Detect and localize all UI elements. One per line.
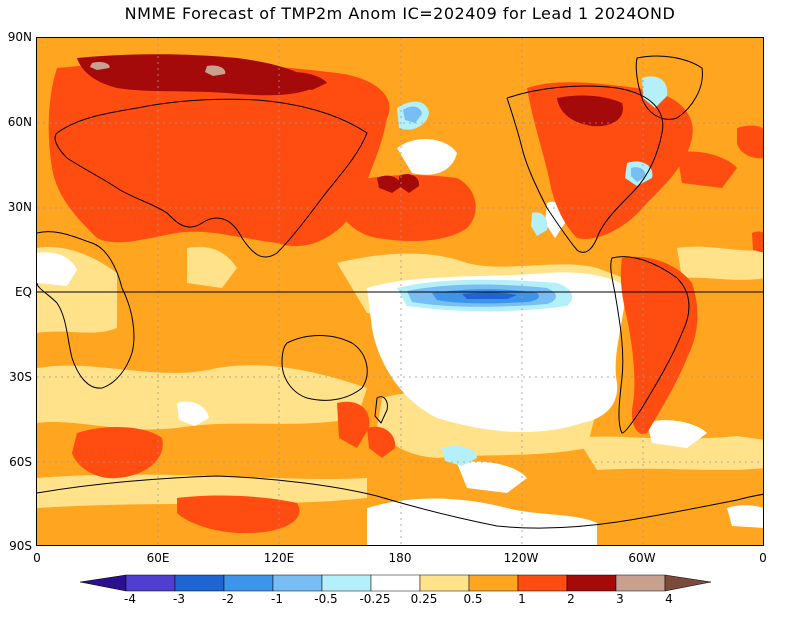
colorbar-segment-8 [468,574,519,592]
coastlines [37,55,763,529]
colorbar-label-4: 4 [665,592,673,606]
colorbar-segment-6 [370,574,421,592]
north-america-coastline [506,85,664,253]
colorbar-label-2: 2 [567,592,575,606]
eurasia-coastline [54,98,368,258]
south-america-coastline [610,256,690,434]
colorbar-label-0-25: 0.25 [410,592,438,606]
lat-label-30n: 30N [7,200,32,214]
lat-label-eq: EQ [14,285,32,299]
colorbar-label-neg1: -1 [271,592,283,606]
colorbar-segment-2 [174,574,225,592]
lat-label-60n: 60N [7,115,32,129]
colorbar-label-3: 3 [616,592,624,606]
colorbar-segment-5 [321,574,372,592]
anomaly-map [36,37,764,546]
colorbar-segment-10 [566,574,617,592]
anomaly-band-darkred [77,54,623,193]
colorbar-label-neg2: -2 [222,592,234,606]
colorbar-label-1: 1 [518,592,526,606]
colorbar-segment-1 [125,574,176,592]
lat-label-60s: 60S [9,455,32,469]
colorbar-segment-4 [272,574,323,592]
lon-label-0-left: 0 [33,551,41,565]
colorbar-segment-9 [517,574,568,592]
lon-label-0-right: 0 [759,551,767,565]
new-zealand-coastline [374,396,388,424]
colorbar [80,574,712,592]
colorbar-segment-11 [615,574,666,592]
lon-label-60e: 60E [146,551,170,565]
lat-label-30s: 30S [9,370,32,384]
anomaly-map-svg [37,38,763,545]
colorbar-label-neg4: -4 [124,592,136,606]
colorbar-label-neg0-5: -0.5 [314,592,338,606]
lon-label-120w: 120W [503,551,539,565]
chart-title: NMME Forecast of TMP2m Anom IC=202409 fo… [124,4,676,23]
colorbar-label-neg3: -3 [173,592,185,606]
lon-label-120e: 120E [263,551,295,565]
australia-coastline [281,335,368,401]
colorbar-label-neg0-25: -0.25 [359,592,391,606]
lat-label-90s: 90S [9,539,32,553]
antarctica-coastline [37,475,763,529]
colorbar-segment-12 [664,574,712,592]
anomaly-band-cool [397,76,668,466]
lat-label-90n: 90N [7,30,32,44]
colorbar-label-0-5: 0.5 [463,592,483,606]
africa-europe-coastline [37,231,135,389]
anomaly-band-brown [90,61,226,76]
colorbar-segment-3 [223,574,274,592]
colorbar-segment-7 [419,574,470,592]
colorbar-segment-0 [80,574,127,592]
lon-label-60w: 60W [628,551,656,565]
lon-label-180: 180 [388,551,412,565]
greenland-coastline [635,55,703,120]
anomaly-band-neutral [37,138,763,545]
